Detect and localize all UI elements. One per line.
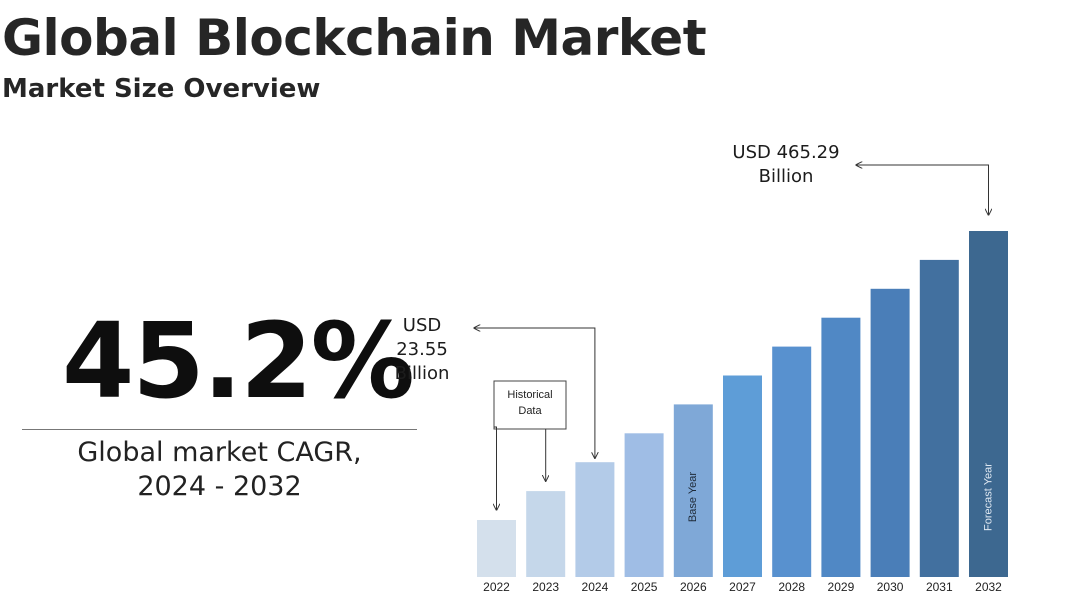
bars-layer	[477, 231, 1008, 577]
cagr-label-line-2: 2024 - 2032	[137, 471, 302, 502]
bar-2023	[526, 491, 566, 577]
x-tick-2032: 2032	[975, 580, 1002, 594]
bar-2029	[821, 317, 861, 577]
bar-2025	[624, 433, 664, 577]
start-value-label-2: 23.55	[396, 339, 448, 360]
x-tick-2023: 2023	[532, 580, 559, 594]
end-value-arrow	[856, 165, 989, 215]
historical-data-line-2: Data	[518, 405, 542, 417]
forecast-year-label: Forecast Year	[982, 463, 994, 531]
x-tick-2031: 2031	[926, 580, 953, 594]
end-value-label-2: Billion	[759, 166, 814, 187]
historical-arrow-2022	[494, 426, 497, 510]
x-tick-2025: 2025	[631, 580, 658, 594]
x-tick-2028: 2028	[778, 580, 805, 594]
x-tick-2022: 2022	[483, 580, 510, 594]
page-subtitle: Market Size Overview	[2, 74, 321, 104]
cagr-value: 45.2%	[62, 300, 415, 422]
bar-2030	[870, 288, 910, 577]
cagr-label: Global market CAGR, 2024 - 2032	[22, 436, 417, 504]
start-value-label-3: Billion	[395, 363, 450, 384]
bar-2028	[772, 346, 812, 577]
bar-2022	[477, 520, 516, 577]
x-tick-2024: 2024	[582, 580, 609, 594]
bar-2026	[673, 404, 713, 577]
x-tick-2029: 2029	[828, 580, 855, 594]
bar-2027	[723, 375, 762, 577]
divider	[22, 429, 417, 430]
x-axis-ticks: 2022 2023 2024 2025 2026 2027 2028 2029 2030 2031…	[483, 580, 1002, 594]
historical-data-line-1: Historical	[507, 389, 552, 401]
x-tick-2026: 2026	[680, 580, 707, 594]
x-tick-2030: 2030	[877, 580, 904, 594]
x-tick-2027: 2027	[729, 580, 756, 594]
start-value-arrow	[474, 328, 595, 458]
base-year-label: Base Year	[687, 472, 699, 522]
bar-2031	[919, 259, 959, 577]
start-value-label-1: USD	[403, 315, 441, 336]
annotations-layer: Base Year Forecast Year Historical Data USD 2…	[395, 142, 995, 531]
cagr-label-line-1: Global market CAGR,	[77, 437, 362, 468]
bar-2024	[575, 462, 615, 577]
page-title: Global Blockchain Market	[2, 9, 707, 67]
end-value-label-1: USD 465.29	[732, 142, 839, 163]
bar-2032	[969, 231, 1008, 577]
